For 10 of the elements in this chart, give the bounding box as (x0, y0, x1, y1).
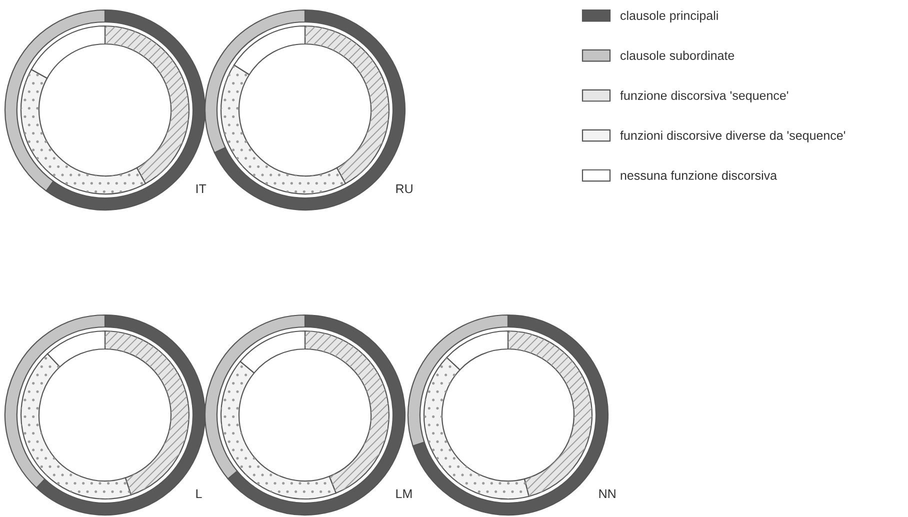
text: LM (396, 489, 412, 498)
legend-label: funzioni discorsive diverse da 'sequence' (620, 130, 846, 142)
text: L (196, 489, 202, 498)
text: IT (196, 184, 206, 194)
legend-label: funzione discorsiva 'sequence' (620, 90, 788, 102)
legend-label: clausole subordinate (620, 50, 734, 60)
legend-label: nessuna funzione discorsiva (620, 170, 778, 180)
legend-label: clausole principali (620, 10, 718, 22)
text: RU (396, 184, 412, 194)
text: NN (599, 489, 616, 498)
